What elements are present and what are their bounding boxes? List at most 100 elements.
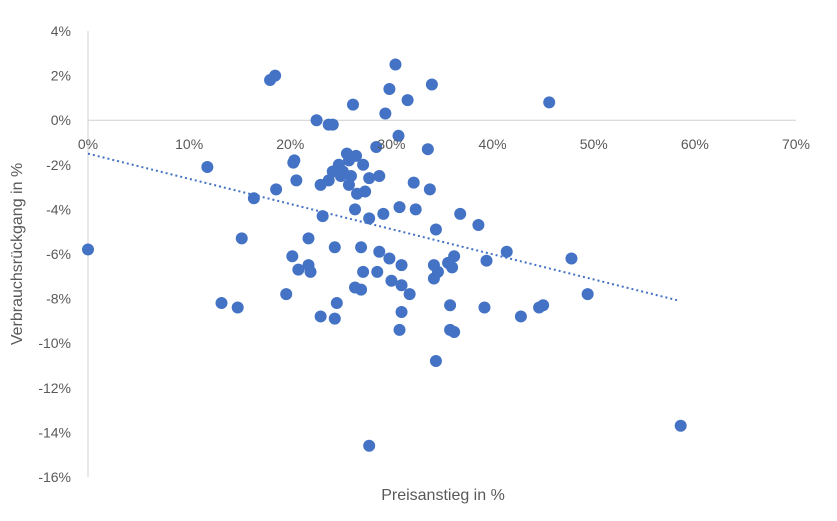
data-point <box>302 232 315 245</box>
y-tick-label: -6% <box>46 246 71 262</box>
data-point <box>581 288 594 301</box>
y-tick-label: -12% <box>38 380 71 396</box>
x-tick-label: 70% <box>782 136 810 152</box>
data-point <box>448 250 461 263</box>
y-tick-label: -16% <box>38 469 71 485</box>
data-point <box>290 174 303 187</box>
data-point <box>292 263 305 276</box>
data-point <box>427 272 440 285</box>
data-point <box>514 310 527 323</box>
data-point <box>371 265 384 278</box>
data-point <box>429 223 442 236</box>
data-point <box>326 118 339 131</box>
data-point <box>334 169 347 182</box>
data-point <box>355 283 368 296</box>
x-tick-label: 40% <box>479 136 507 152</box>
data-point <box>472 219 485 232</box>
data-point <box>377 207 390 220</box>
data-point <box>363 172 376 185</box>
data-point <box>330 297 343 310</box>
trendline <box>87 152 680 302</box>
data-point <box>379 107 392 120</box>
data-point <box>355 241 368 254</box>
data-point <box>215 297 228 310</box>
data-point <box>235 232 248 245</box>
data-point <box>480 254 493 267</box>
data-point <box>286 250 299 263</box>
data-point <box>269 69 282 82</box>
y-tick-label: -10% <box>38 335 71 351</box>
data-point <box>328 241 341 254</box>
data-point <box>82 243 94 256</box>
x-tick-label: 30% <box>377 136 405 152</box>
data-point <box>409 203 422 216</box>
data-point <box>429 355 442 368</box>
data-points <box>82 58 687 452</box>
data-point <box>395 279 408 292</box>
tick-labels: 0% 10% 20% 30% 40% 50% 60% 70% 4% 2% 0% -2% -4% -6% -8… <box>38 23 810 485</box>
data-point <box>304 265 317 278</box>
data-point <box>314 178 327 191</box>
data-point <box>383 82 396 95</box>
data-point <box>316 210 329 223</box>
data-point <box>344 169 357 182</box>
data-point <box>385 274 398 287</box>
data-point <box>403 288 416 301</box>
axes <box>87 31 796 477</box>
data-point <box>401 94 414 107</box>
data-point <box>454 207 467 220</box>
data-point <box>389 58 402 71</box>
data-point <box>363 212 376 225</box>
data-point <box>349 203 362 216</box>
data-point <box>537 299 550 312</box>
data-point <box>270 183 283 196</box>
y-tick-label: 0% <box>51 112 71 128</box>
y-tick-label: -2% <box>46 157 71 173</box>
data-point <box>393 323 406 336</box>
x-tick-label: 60% <box>681 136 709 152</box>
data-point <box>373 169 386 182</box>
data-point <box>357 265 370 278</box>
data-point <box>280 288 293 301</box>
data-point <box>448 326 461 339</box>
data-point <box>342 178 355 191</box>
x-tick-label: 20% <box>276 136 304 152</box>
data-point <box>310 114 323 127</box>
data-point <box>363 439 376 452</box>
data-point <box>383 252 396 265</box>
data-point <box>423 183 436 196</box>
data-point <box>357 158 370 171</box>
data-point <box>407 176 420 189</box>
data-point <box>393 201 406 214</box>
x-axis-title: Preisanstieg in % <box>381 487 505 504</box>
data-point <box>543 96 556 109</box>
y-axis-title: Verbrauchsrückgang in % <box>9 163 26 345</box>
data-point <box>373 245 386 258</box>
data-point <box>395 305 408 318</box>
data-point <box>444 299 457 312</box>
data-point <box>392 129 405 142</box>
y-tick-label: -4% <box>46 201 71 217</box>
data-point <box>500 245 513 258</box>
data-point <box>446 261 459 274</box>
data-point <box>421 143 434 156</box>
data-point <box>425 78 438 91</box>
data-point <box>346 98 359 111</box>
data-point <box>247 192 260 205</box>
data-point <box>370 140 383 153</box>
data-point <box>328 312 341 325</box>
x-tick-label: 0% <box>78 136 98 152</box>
x-tick-label: 50% <box>580 136 608 152</box>
x-tick-label: 10% <box>175 136 203 152</box>
data-point <box>478 301 491 314</box>
y-tick-label: 4% <box>51 23 71 39</box>
data-point <box>342 154 355 167</box>
data-point <box>314 310 327 323</box>
data-point <box>288 154 301 167</box>
y-tick-label: -8% <box>46 291 71 307</box>
trendline-group <box>87 152 680 302</box>
data-point <box>351 187 364 200</box>
y-tick-label: 2% <box>51 68 71 84</box>
data-point <box>231 301 244 314</box>
